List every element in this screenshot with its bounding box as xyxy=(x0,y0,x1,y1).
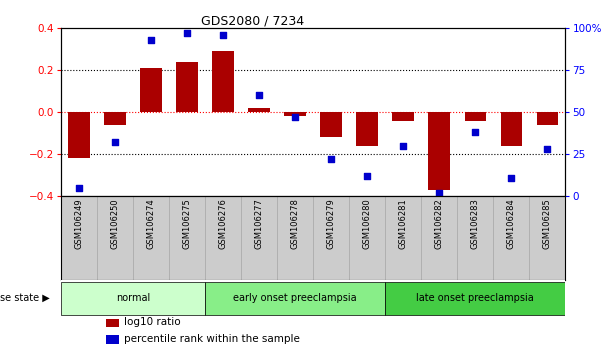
Text: GSM106283: GSM106283 xyxy=(471,199,480,250)
Text: late onset preeclampsia: late onset preeclampsia xyxy=(416,292,534,303)
Text: GSM106285: GSM106285 xyxy=(543,199,552,249)
Text: disease state ▶: disease state ▶ xyxy=(0,292,50,303)
Text: GSM106282: GSM106282 xyxy=(435,199,444,249)
Text: GSM106275: GSM106275 xyxy=(182,199,192,249)
Bar xyxy=(385,282,565,315)
Point xyxy=(506,175,516,181)
Text: log10 ratio: log10 ratio xyxy=(124,318,181,327)
Bar xyxy=(106,335,119,344)
Bar xyxy=(465,112,486,121)
Bar xyxy=(68,112,89,158)
Point xyxy=(74,185,84,190)
Bar xyxy=(61,282,205,315)
Bar xyxy=(457,196,493,280)
Bar xyxy=(97,196,133,280)
Text: percentile rank within the sample: percentile rank within the sample xyxy=(124,334,300,344)
Point xyxy=(542,146,552,152)
Point xyxy=(146,37,156,43)
Text: GSM106276: GSM106276 xyxy=(218,199,227,250)
Text: GSM106278: GSM106278 xyxy=(291,199,300,250)
Bar xyxy=(429,112,450,190)
Bar xyxy=(500,112,522,146)
Text: GSM106279: GSM106279 xyxy=(326,199,336,249)
Bar xyxy=(313,196,349,280)
Text: GSM106280: GSM106280 xyxy=(363,199,371,249)
Bar xyxy=(104,112,126,125)
Bar xyxy=(385,196,421,280)
Point xyxy=(182,30,192,36)
Point xyxy=(110,139,120,145)
Text: GSM106281: GSM106281 xyxy=(399,199,408,249)
Bar xyxy=(205,282,385,315)
Bar xyxy=(140,68,162,112)
Point xyxy=(326,156,336,162)
Bar xyxy=(285,112,306,116)
Bar xyxy=(133,196,169,280)
Point xyxy=(290,114,300,120)
Point xyxy=(435,190,444,195)
Bar xyxy=(349,196,385,280)
Bar xyxy=(212,51,234,112)
Point xyxy=(254,92,264,98)
Text: GSM106274: GSM106274 xyxy=(147,199,156,249)
Bar xyxy=(493,196,530,280)
Text: GSM106277: GSM106277 xyxy=(255,199,263,250)
Bar xyxy=(356,112,378,146)
Bar xyxy=(320,112,342,137)
Text: GSM106250: GSM106250 xyxy=(111,199,119,249)
Point xyxy=(362,173,372,179)
Text: GSM106249: GSM106249 xyxy=(74,199,83,249)
Point xyxy=(471,130,480,135)
Bar xyxy=(176,62,198,112)
Bar xyxy=(537,112,558,125)
Text: normal: normal xyxy=(116,292,150,303)
Bar xyxy=(61,196,97,280)
Text: GSM106284: GSM106284 xyxy=(507,199,516,249)
Title: GDS2080 / 7234: GDS2080 / 7234 xyxy=(201,14,304,27)
Bar xyxy=(241,196,277,280)
Bar xyxy=(169,196,205,280)
Bar xyxy=(421,196,457,280)
Bar xyxy=(248,108,270,112)
Point xyxy=(218,32,228,38)
Bar xyxy=(392,112,414,121)
Bar xyxy=(277,196,313,280)
Bar xyxy=(530,196,565,280)
Text: early onset preeclampsia: early onset preeclampsia xyxy=(233,292,357,303)
Point xyxy=(398,143,408,149)
Bar xyxy=(106,319,119,327)
Bar xyxy=(205,196,241,280)
